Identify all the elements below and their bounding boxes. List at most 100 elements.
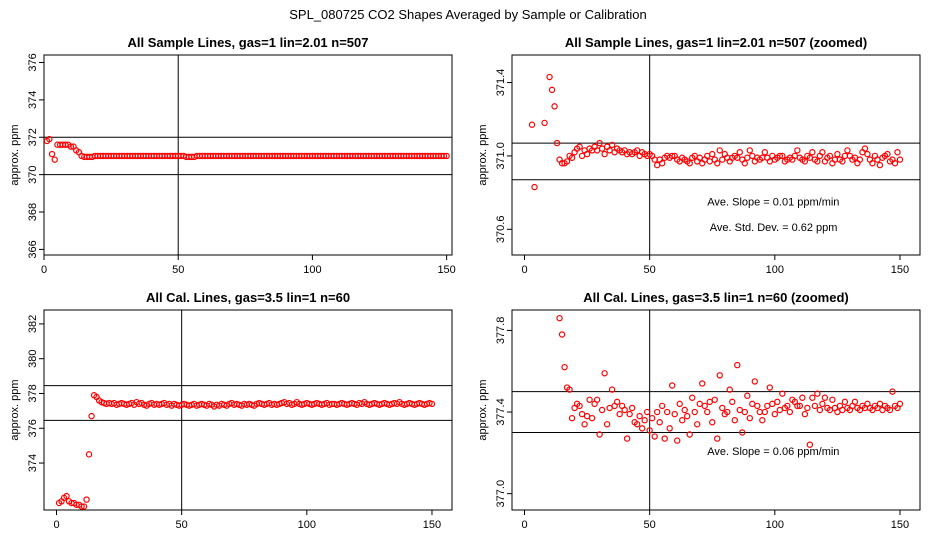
- data-points: [556, 314, 904, 448]
- data-point: [709, 150, 716, 158]
- data-point: [638, 425, 646, 432]
- annotation-text: Ave. Slope = 0.06 ppm/min: [707, 446, 839, 458]
- data-point: [531, 183, 538, 191]
- x-tick-label: 100: [766, 519, 784, 531]
- chart-title: All Cal. Lines, gas=3.5 lin=1 n=60 (zoom…: [583, 290, 849, 305]
- data-point: [851, 398, 859, 406]
- data-point: [586, 396, 593, 403]
- data-point: [581, 421, 588, 428]
- data-point: [804, 404, 811, 412]
- data-point: [658, 160, 666, 167]
- data-point: [726, 386, 733, 393]
- data-point: [801, 410, 809, 418]
- data-point: [704, 408, 711, 416]
- data-point: [794, 147, 801, 154]
- y-tick-label: 366: [27, 240, 39, 258]
- x-tick-label: 50: [172, 264, 184, 276]
- data-point: [558, 331, 566, 338]
- x-tick-label: 50: [644, 264, 656, 276]
- chart-panel-3: All Cal. Lines, gas=3.5 lin=1 n=60 0 50 100…: [9, 290, 453, 531]
- data-point: [729, 398, 736, 406]
- data-point: [443, 152, 450, 160]
- data-points: [528, 73, 904, 191]
- data-point: [709, 419, 716, 426]
- data-point: [51, 156, 58, 163]
- data-point: [636, 412, 643, 420]
- data-point: [819, 400, 826, 408]
- data-point: [744, 392, 751, 399]
- data-point: [598, 406, 606, 414]
- data-point: [551, 103, 558, 110]
- y-tick-label: 380: [27, 350, 39, 368]
- data-point: [774, 398, 781, 406]
- plot-frame: [511, 54, 921, 256]
- data-point: [714, 435, 721, 442]
- data-point: [761, 149, 769, 156]
- data-point: [83, 496, 90, 503]
- data-point: [766, 384, 774, 391]
- data-point: [528, 121, 536, 128]
- data-point: [613, 398, 621, 406]
- data-point: [809, 149, 816, 156]
- data-point: [546, 73, 553, 81]
- data-point: [641, 417, 648, 424]
- data-point: [841, 398, 849, 406]
- data-point: [576, 143, 583, 150]
- y-tick-label: 368: [27, 203, 39, 221]
- y-axis-label: approx. ppm: [9, 124, 21, 185]
- data-point: [759, 417, 766, 424]
- y-tick-label: 377.4: [495, 398, 507, 426]
- data-point: [731, 417, 738, 424]
- data-point: [596, 139, 603, 147]
- data-point: [78, 503, 85, 510]
- x-tick-label: 0: [521, 519, 527, 531]
- data-point: [661, 435, 668, 442]
- y-tick-label: 371.0: [495, 142, 507, 170]
- data-point: [603, 421, 611, 428]
- x-tick-label: 50: [176, 519, 188, 531]
- data-point: [699, 380, 706, 387]
- x-tick-label: 0: [521, 264, 527, 276]
- data-point: [593, 396, 601, 403]
- data-point: [626, 410, 633, 418]
- data-point: [896, 156, 904, 163]
- y-tick-label: 376: [27, 53, 39, 71]
- y-tick-label: 374: [27, 91, 39, 109]
- data-point: [719, 404, 726, 412]
- data-point: [821, 394, 829, 401]
- chart-panel-4: All Cal. Lines, gas=3.5 lin=1 n=60 (zoom…: [477, 290, 921, 531]
- x-tick-label: 100: [298, 519, 316, 531]
- data-point: [583, 150, 591, 158]
- chart-panel-1: All Sample Lines, gas=1 lin=2.01 n=507 0 5…: [9, 35, 456, 276]
- data-point: [741, 160, 748, 167]
- data-point: [876, 161, 884, 169]
- data-point: [601, 150, 608, 158]
- data-point: [739, 429, 746, 436]
- y-axis-label: approx. ppm: [477, 379, 489, 440]
- data-point: [666, 425, 673, 432]
- data-point: [869, 160, 876, 167]
- data-points: [55, 392, 436, 510]
- data-point: [716, 372, 723, 379]
- data-point: [794, 402, 801, 410]
- data-point: [663, 408, 671, 416]
- chart-title: All Sample Lines, gas=1 lin=2.01 n=507: [128, 35, 369, 50]
- data-point: [623, 435, 631, 442]
- data-point: [826, 152, 834, 160]
- data-point: [616, 410, 623, 418]
- y-axis-label: approx. ppm: [477, 124, 489, 185]
- data-point: [676, 400, 683, 408]
- x-tick-label: 150: [891, 264, 909, 276]
- data-point: [839, 158, 846, 165]
- data-point: [856, 156, 864, 163]
- y-axis-label: approx. ppm: [9, 379, 21, 440]
- data-point: [761, 408, 769, 416]
- data-point: [576, 402, 583, 410]
- data-point: [779, 152, 786, 160]
- data-point: [799, 394, 806, 401]
- data-point: [668, 382, 676, 389]
- data-point: [548, 86, 556, 94]
- data-point: [844, 147, 851, 154]
- data-point: [686, 431, 693, 438]
